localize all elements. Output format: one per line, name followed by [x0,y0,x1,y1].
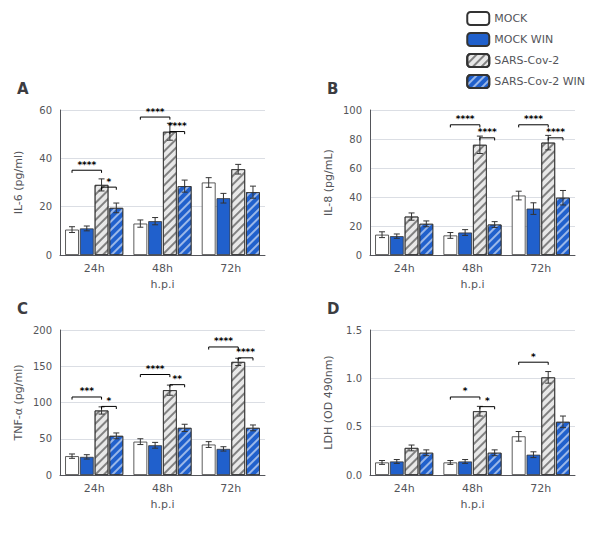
svg-text:0: 0 [46,250,52,261]
svg-text:50: 50 [39,433,52,444]
svg-text:B: B [327,80,338,98]
svg-text:1.0: 1.0 [346,373,362,384]
svg-text:h.p.i: h.p.i [150,498,174,511]
svg-text:A: A [17,80,29,98]
svg-text:****: **** [214,336,233,346]
svg-text:***: *** [80,386,94,396]
svg-text:*: * [531,352,536,362]
svg-text:0.5: 0.5 [346,421,362,432]
svg-text:MOCK WIN: MOCK WIN [494,33,553,46]
svg-text:72h: 72h [220,262,241,275]
svg-text:0: 0 [46,470,52,481]
svg-text:****: **** [456,114,475,124]
svg-text:****: **** [146,107,165,117]
svg-text:0.0: 0.0 [346,470,362,481]
svg-text:60: 60 [39,105,52,116]
svg-text:IL-6 (pg/ml): IL-6 (pg/ml) [12,151,25,215]
svg-text:****: **** [168,121,187,131]
svg-text:****: **** [546,127,565,137]
svg-text:****: **** [478,127,497,137]
svg-text:48h: 48h [462,482,483,495]
svg-text:72h: 72h [220,482,241,495]
svg-text:80: 80 [349,134,362,145]
svg-text:60: 60 [349,163,362,174]
svg-text:****: **** [146,364,165,374]
svg-text:*: * [107,396,112,406]
svg-text:24h: 24h [394,262,415,275]
svg-text:24h: 24h [84,482,105,495]
svg-text:20: 20 [349,221,362,232]
svg-text:48h: 48h [152,262,173,275]
svg-text:h.p.i: h.p.i [150,278,174,291]
svg-text:40: 40 [39,153,52,164]
svg-text:*: * [107,177,112,187]
svg-text:**: ** [173,374,183,384]
svg-text:h.p.i: h.p.i [460,278,484,291]
svg-text:*: * [485,396,490,406]
svg-text:h.p.i: h.p.i [460,498,484,511]
svg-text:D: D [327,300,339,318]
svg-text:SARS-Cov-2 WIN: SARS-Cov-2 WIN [494,75,585,88]
svg-text:****: **** [77,160,96,170]
svg-text:1.5: 1.5 [346,325,362,336]
svg-text:200: 200 [33,325,52,336]
svg-text:48h: 48h [462,262,483,275]
svg-text:100: 100 [33,397,52,408]
svg-text:*: * [463,386,468,396]
svg-text:****: **** [236,347,255,357]
svg-text:24h: 24h [84,262,105,275]
svg-text:0: 0 [356,250,362,261]
svg-text:TNF-α (pg/ml): TNF-α (pg/ml) [12,364,25,441]
svg-text:40: 40 [349,192,362,203]
svg-text:72h: 72h [530,482,551,495]
svg-text:150: 150 [33,361,52,372]
svg-text:C: C [17,300,28,318]
svg-text:SARS-Cov-2: SARS-Cov-2 [494,54,559,67]
svg-text:72h: 72h [530,262,551,275]
svg-text:IL-8 (pg/mL): IL-8 (pg/mL) [322,149,335,216]
svg-text:MOCK: MOCK [494,12,528,25]
svg-text:20: 20 [39,201,52,212]
svg-text:100: 100 [343,105,362,116]
svg-text:LDH (OD 490nm): LDH (OD 490nm) [322,355,335,449]
svg-text:****: **** [524,114,543,124]
svg-text:24h: 24h [394,482,415,495]
svg-text:48h: 48h [152,482,173,495]
